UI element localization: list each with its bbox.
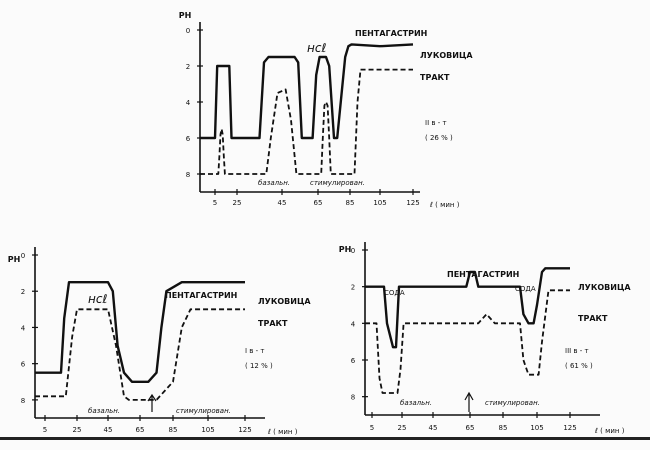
- chart-i-group: Ι в - т: [245, 347, 264, 355]
- chart-ii-legend-tract: ТРАКТ: [420, 73, 450, 82]
- chart-iii-ytick-label: 8: [351, 394, 355, 402]
- chart-iii-xtick-label: 105: [530, 424, 543, 432]
- chart-iii-soda-1: СОДА: [384, 289, 405, 297]
- chart-iii-arrow-icon: [464, 391, 474, 412]
- chart-ii-legend-bulb: ЛУКОВИЦА: [420, 51, 473, 60]
- chart-i-ytick-label: 8: [21, 397, 25, 405]
- chart-ii-ytick-label: 8: [186, 171, 190, 179]
- chart-iii-ytick-label: 6: [351, 357, 356, 365]
- chart-i-xtick-label: 25: [73, 426, 82, 434]
- chart-i-arrow-icon: [147, 393, 157, 412]
- chart-iii-basal: базальн.: [400, 399, 432, 407]
- chart-i-basal: базальн.: [88, 407, 120, 415]
- chart-iii-ylabel: РН: [339, 245, 352, 254]
- chart-iii-agent-label: ПЕНТАГАСТРИН: [447, 270, 519, 279]
- chart-i-stimulated: стимулирован.: [176, 407, 231, 415]
- chart-ii-xtick-label: 85: [346, 199, 355, 207]
- chart-ii-ytick-label: 0: [186, 27, 190, 35]
- chart-ii-basal: базальн.: [258, 179, 290, 187]
- chart-iii-xtick-label: 5: [370, 424, 374, 432]
- chart-ii-xtick-label: 65: [314, 199, 323, 207]
- chart-i-ytick-label: 6: [21, 361, 26, 369]
- chart-iii-ytick-label: 4: [351, 320, 356, 328]
- chart-i-ylabel: РН: [8, 255, 21, 264]
- chart-i-xtick-label: 65: [136, 426, 145, 434]
- chart-ii-series-bulb: [200, 43, 414, 140]
- chart-i-percent: ( 12 % ): [245, 362, 273, 370]
- chart-ii-ytick-label: 4: [186, 99, 191, 107]
- chart-i-series-tract: [35, 308, 245, 401]
- chart-ii-xlabel: ℓ ( мин ): [429, 201, 460, 209]
- chart-ii-ylabel: РН: [179, 11, 192, 20]
- chart-iii-xlabel: ℓ ( мин ): [594, 427, 625, 435]
- chart-ii-agent-label: ПЕНТАГАСТРИН: [355, 29, 427, 38]
- chart-iii-percent: ( 61 % ): [565, 362, 593, 370]
- chart-ii-xtick-label: 105: [373, 199, 386, 207]
- chart-i-xtick-label: 105: [201, 426, 214, 434]
- chart-i-xtick-label: 5: [43, 426, 47, 434]
- chart-i-ytick-label: 2: [21, 288, 25, 296]
- chart-iii-xtick-label: 25: [398, 424, 407, 432]
- chart-ii-ytick-label: 2: [186, 63, 190, 71]
- chart-ii-stimulated: стимулирован.: [310, 179, 365, 187]
- chart-iii-xtick-label: 125: [563, 424, 576, 432]
- chart-ii-percent: ( 26 % ): [425, 134, 453, 142]
- chart-iii-series-bulb: [365, 267, 570, 349]
- chart-i-xtick-label: 85: [169, 426, 178, 434]
- chart-ii-xtick-label: 125: [406, 199, 419, 207]
- chart-ii-xtick-label: 45: [278, 199, 287, 207]
- chart-ii-ytick-label: 6: [186, 135, 191, 143]
- chart-i-ytick-label: 0: [21, 252, 25, 260]
- chart-i-series-bulb: [35, 281, 245, 383]
- chart-i-agent-label: ПЕНТАГАСТРИН: [165, 291, 237, 300]
- chart-i-legend-tract: ТРАКТ: [258, 319, 288, 328]
- chart-i-xtick-label: 45: [104, 426, 113, 434]
- chart-ii-hcl-label: нсℓ: [307, 41, 326, 55]
- chart-iii-legend-bulb: ЛУКОВИЦА: [578, 283, 631, 292]
- chart-iii-xtick-label: 45: [429, 424, 438, 432]
- chart-iii-soda-2: СОДА: [515, 285, 536, 293]
- chart-iii-xtick-label: 85: [499, 424, 508, 432]
- chart-iii-ytick-label: 0: [351, 247, 355, 255]
- chart-i-xtick-label: 125: [238, 426, 251, 434]
- chart-iii-legend-tract: ТРАКТ: [578, 314, 608, 323]
- chart-ii-group: ΙΙ в - т: [425, 119, 447, 127]
- chart-ii-xtick-label: 5: [213, 199, 217, 207]
- chart-i-xlabel: ℓ ( мин ): [267, 428, 298, 436]
- chart-i-ytick-label: 4: [21, 324, 26, 332]
- chart-iii-xtick-label: 65: [466, 424, 475, 432]
- chart-iii-ytick-label: 2: [351, 284, 355, 292]
- chart-ii-xtick-label: 25: [233, 199, 242, 207]
- chart-iii-group: ΙΙΙ в - т: [565, 347, 589, 355]
- chart-iii-stimulated: стимулирован.: [485, 399, 540, 407]
- chart-i-legend-bulb: ЛУКОВИЦА: [258, 297, 311, 306]
- chart-i-hcl-label: нсℓ: [88, 292, 107, 306]
- bottom-rule: [0, 437, 650, 440]
